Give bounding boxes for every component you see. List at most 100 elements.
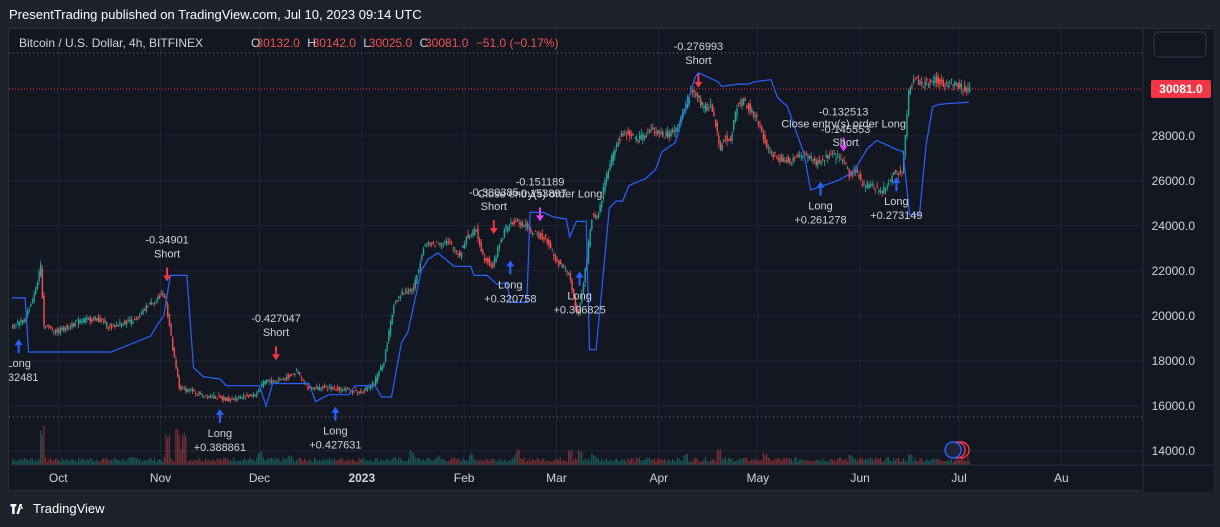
volume-bar xyxy=(813,460,816,465)
candle-body xyxy=(155,300,157,302)
candle-body xyxy=(474,229,476,236)
volume-bar xyxy=(830,458,832,465)
signal-label: Short xyxy=(154,248,180,260)
candle-body xyxy=(711,104,713,112)
volume-bar xyxy=(412,453,415,465)
volume-bar xyxy=(825,461,827,465)
candle-body xyxy=(411,289,413,292)
volume-bar xyxy=(30,458,32,465)
price-chart[interactable]: Long .332481 Short -0.34901 Long +0.388861 Sho… xyxy=(9,29,1213,492)
candle-body xyxy=(635,135,638,142)
volume-bar xyxy=(285,458,288,465)
volume-bar xyxy=(150,458,152,465)
candle-body xyxy=(554,256,557,261)
volume-bar xyxy=(444,459,446,465)
volume-bar xyxy=(459,459,461,465)
legend-c-label: C xyxy=(420,36,429,50)
volume-bar xyxy=(210,461,212,465)
candle-body xyxy=(549,242,552,249)
candle-body xyxy=(914,78,916,80)
price-tick-label: 18000.0 xyxy=(1152,354,1196,368)
volume-bar xyxy=(254,461,256,465)
volume-bar xyxy=(800,459,802,465)
candle-body xyxy=(409,289,412,292)
volume-bar xyxy=(526,460,528,465)
volume-bar xyxy=(183,432,185,465)
candle-body xyxy=(20,319,22,323)
candle-body xyxy=(879,191,882,193)
candle-body xyxy=(957,83,959,89)
price-tick-label: 22000.0 xyxy=(1152,264,1196,278)
volume-bar xyxy=(86,458,88,465)
volume-bar xyxy=(510,459,512,465)
volume-bar xyxy=(411,452,413,465)
candle-body xyxy=(538,233,540,239)
volume-bar xyxy=(530,461,532,465)
volume-bar xyxy=(643,459,646,465)
volume-bar xyxy=(289,456,291,465)
volume-bar xyxy=(553,460,555,465)
volume-bar xyxy=(838,457,840,465)
candle-body xyxy=(233,399,235,401)
candle-body xyxy=(625,134,628,136)
candle-body xyxy=(365,387,367,390)
volume-bar xyxy=(92,461,95,465)
volume-bar xyxy=(36,460,38,465)
candle-body xyxy=(967,88,969,91)
signal-pnl: +0.261278 xyxy=(794,215,846,227)
volume-bar xyxy=(389,460,392,465)
volume-bar xyxy=(464,460,466,465)
volume-bar xyxy=(233,457,235,465)
volume-bar xyxy=(808,460,811,465)
volume-bar xyxy=(137,458,139,465)
volume-bar xyxy=(744,457,746,465)
candle-body xyxy=(576,304,578,313)
candle-body xyxy=(109,324,111,327)
volume-bar xyxy=(478,461,481,465)
candle-body xyxy=(406,291,408,294)
volume-bar xyxy=(705,457,707,465)
candle-body xyxy=(511,222,514,224)
volume-bar xyxy=(119,460,121,465)
candle-body xyxy=(955,83,958,85)
volume-bar xyxy=(515,452,517,465)
candle-body xyxy=(244,398,247,400)
candle-body xyxy=(747,102,750,110)
candle-body xyxy=(579,303,581,315)
candle-body xyxy=(898,172,900,175)
candle-body xyxy=(45,326,47,328)
candle-body xyxy=(639,135,641,140)
candle-body xyxy=(599,204,601,212)
volume-bar xyxy=(766,453,768,465)
volume-bar xyxy=(610,460,613,465)
candle-body xyxy=(945,82,948,84)
volume-bar xyxy=(888,457,890,465)
volume-bar xyxy=(756,460,758,465)
candle-body xyxy=(381,365,383,371)
candle-body xyxy=(543,237,545,240)
candle-body xyxy=(309,386,311,388)
candle-body xyxy=(459,250,461,256)
volume-bar xyxy=(350,459,352,465)
candle-body xyxy=(883,186,885,194)
candle-body xyxy=(561,264,563,268)
volume-bar xyxy=(914,458,916,465)
candle-body xyxy=(241,397,243,399)
volume-bar xyxy=(256,457,258,465)
candle-body xyxy=(861,184,864,186)
candle-body xyxy=(447,241,449,243)
candle-body xyxy=(79,320,82,323)
candle-body xyxy=(398,296,400,298)
chart-frame[interactable]: Long .332481 Short -0.34901 Long +0.388861 Sho… xyxy=(8,28,1213,492)
volume-bar xyxy=(599,460,601,465)
volume-bar xyxy=(482,460,484,465)
volume-bar xyxy=(221,460,223,465)
volume-bar xyxy=(500,459,502,465)
volume-bar xyxy=(49,457,52,465)
short-arrow-icon xyxy=(694,73,703,88)
volume-bar xyxy=(188,460,190,465)
volume-bar xyxy=(454,457,456,465)
volume-bar xyxy=(792,461,794,465)
short-arrow-icon xyxy=(272,346,280,361)
volume-bar xyxy=(531,458,533,465)
